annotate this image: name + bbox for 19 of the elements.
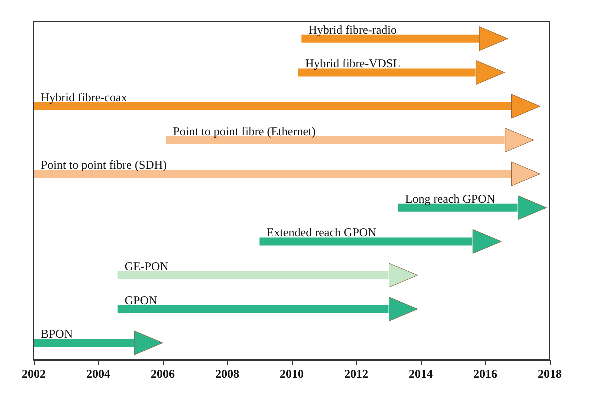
y-tick-label: GE-PON: [124, 260, 170, 274]
y-tick-label: Hybrid fibre-coax: [41, 90, 128, 104]
y-tick-label: Extended reach GPON: [266, 226, 378, 240]
x-tick-label: 2008: [216, 367, 240, 381]
x-tick-label: 2018: [538, 367, 562, 381]
y-tick-label: Point to point fibre (SDH): [41, 158, 167, 172]
y-tick-label: Long reach GPON: [405, 192, 496, 206]
y-tick-label: Hybrid fibre-radio: [308, 22, 397, 37]
y-tick-label: Point to point fibre (Ethernet): [173, 124, 316, 138]
y-tick-label: BPON: [41, 327, 74, 342]
x-tick-label: 2004: [86, 367, 110, 381]
x-tick-label: 2016: [474, 367, 498, 381]
x-tick-label: 2006: [151, 367, 175, 381]
x-tick-label: 2014: [409, 367, 433, 381]
y-tick-label: Hybrid fibre-VDSL: [305, 56, 400, 71]
x-tick-label: 2012: [344, 367, 368, 381]
y-tick-label: GPON: [124, 293, 158, 308]
x-tick-label: 2010: [280, 367, 304, 381]
x-tick-label: 2002: [22, 367, 46, 381]
